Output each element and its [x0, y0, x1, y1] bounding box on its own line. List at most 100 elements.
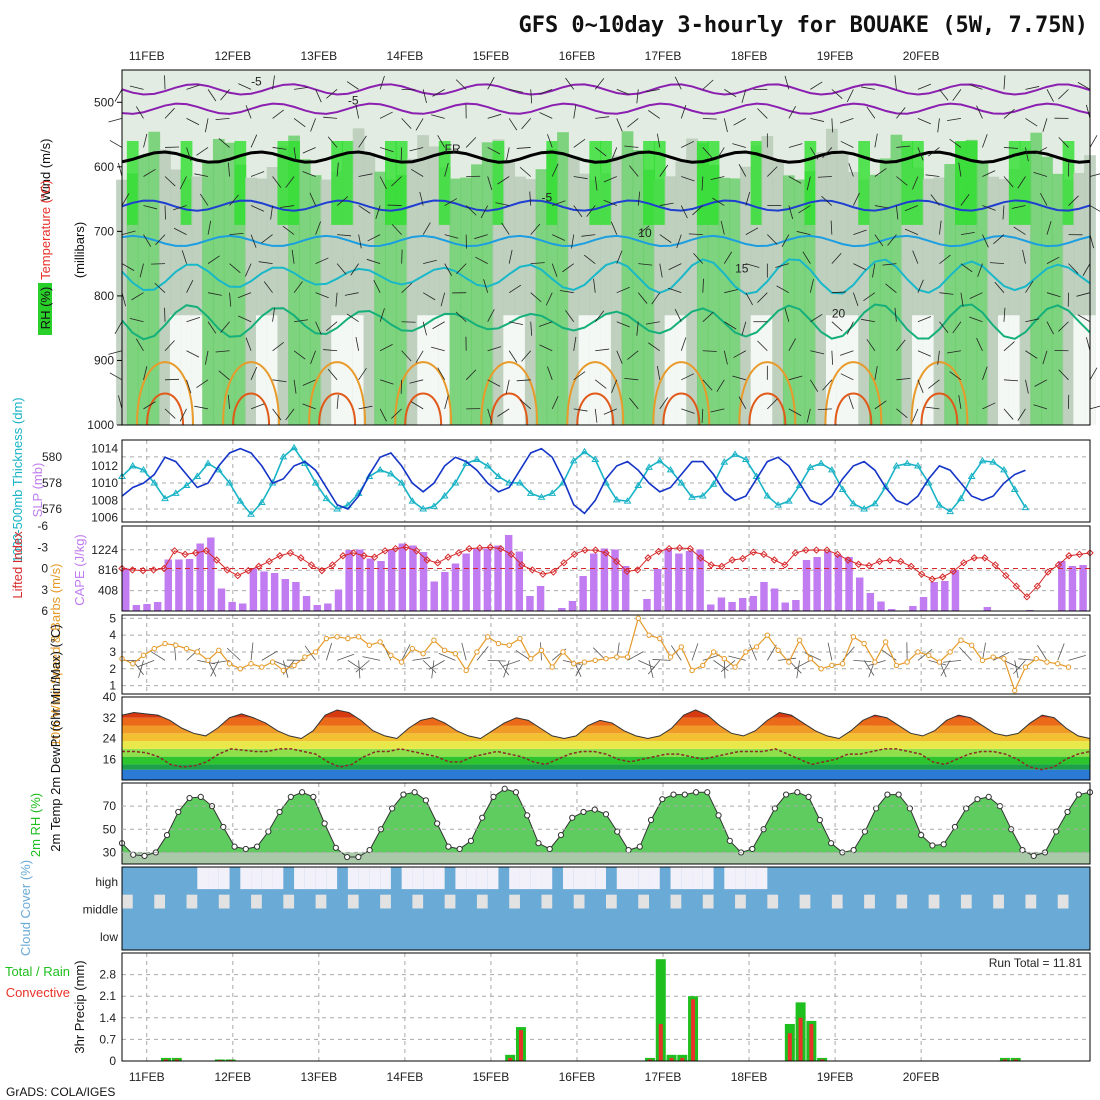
wind-barb	[680, 105, 687, 119]
wind-barb	[238, 83, 252, 90]
wind-barb	[505, 147, 510, 162]
isotherm-25-bulb	[394, 361, 453, 426]
thickness-point	[333, 505, 341, 512]
li-axis-label: Lifted Index	[10, 531, 25, 599]
thickness-point	[516, 478, 524, 486]
wind-barb	[594, 78, 605, 90]
rh-band	[718, 177, 731, 425]
precip-panel: 0 0.7 1.4 2.1 2.8 Run Total = 11.81 3hr Precip…	[5, 952, 1091, 1068]
wind-speed-point	[269, 659, 276, 665]
wind-barb	[586, 205, 596, 217]
wind-barb	[680, 205, 688, 219]
cape-bar	[919, 597, 928, 611]
rh-band	[912, 167, 924, 425]
wind-barb	[379, 111, 393, 119]
wind-barb	[853, 229, 867, 235]
cloud-middle-gap	[186, 894, 198, 909]
wind-barb	[810, 147, 819, 160]
li-point	[570, 550, 579, 559]
wind-barb	[302, 171, 316, 177]
surface-wind-barb	[647, 660, 661, 675]
wind-barb	[465, 205, 477, 216]
cape-bar	[409, 545, 417, 611]
wind-barb	[358, 234, 362, 249]
wind-barb	[207, 321, 217, 334]
rh-band	[804, 171, 817, 425]
cape-bar	[441, 572, 449, 611]
wind-barb	[788, 176, 802, 184]
wind-barb	[723, 350, 728, 365]
wind-barb	[636, 321, 639, 336]
rh-point	[501, 785, 508, 792]
wind-barb	[603, 176, 617, 183]
wind-barb	[874, 168, 887, 177]
isotherm-line	[121, 150, 1091, 164]
wind-barb	[293, 379, 297, 394]
wind-barb	[925, 406, 940, 410]
li-point	[1023, 593, 1031, 601]
thickness-point	[494, 472, 503, 479]
wind-barb	[896, 145, 911, 148]
slp-tick-label: 1008	[91, 493, 118, 507]
wind-barb	[263, 281, 273, 293]
wind-barb	[637, 191, 641, 206]
surface-wind-barb	[261, 650, 278, 661]
wind-barb	[638, 225, 650, 235]
pressure-tick-label: 1000	[87, 418, 114, 432]
wind-barb	[848, 163, 854, 177]
cape-bar	[951, 570, 960, 611]
cape-bar	[366, 558, 375, 611]
wind-speed-point	[936, 659, 943, 665]
rh-point	[636, 843, 643, 850]
bottom-date-label: 12FEB	[214, 1070, 251, 1084]
cape-bar	[398, 543, 407, 611]
cape-bar	[792, 600, 800, 611]
temp-tick-label: 16	[103, 752, 117, 766]
surface-wind-barb	[138, 660, 144, 678]
surface-wind-barb	[1018, 658, 1037, 661]
li-point	[181, 550, 189, 559]
cape-bar	[122, 568, 130, 611]
wind-barb	[367, 234, 381, 242]
rh-band-moist	[492, 141, 505, 225]
wind-barb	[993, 234, 1005, 245]
wind-barb	[431, 346, 445, 352]
surface-wind-barb	[1057, 643, 1065, 661]
wind-barb	[444, 234, 459, 239]
wind-barb	[861, 86, 875, 90]
wind-barb	[681, 408, 695, 414]
li-point	[938, 573, 947, 581]
wind-barb	[272, 307, 275, 322]
rh-band	[374, 171, 387, 425]
li-point	[770, 556, 779, 564]
cape-bar	[249, 568, 258, 611]
rh-band-dry	[600, 315, 612, 425]
bottom-date-label: 16FEB	[559, 1070, 596, 1084]
isotherm-30-bulb	[404, 392, 443, 426]
wind-barb	[551, 163, 559, 177]
surface-wind-barb	[720, 660, 736, 673]
wind-barb	[969, 84, 983, 90]
wind-barb	[164, 176, 176, 187]
wind-barb	[186, 84, 200, 90]
wind-speed-point	[151, 645, 157, 652]
temperature-legend-label: Temperature (°C)	[38, 180, 53, 280]
wind-barb	[293, 147, 297, 162]
bottom-date-label: 19FEB	[817, 1070, 854, 1084]
wind-barb	[822, 379, 833, 391]
cloud-high-gap	[412, 867, 424, 890]
wind-barb	[583, 254, 596, 264]
rh-band	[524, 179, 537, 425]
thickness-point	[871, 499, 879, 507]
li-point	[696, 554, 705, 562]
rh-band-moist	[804, 141, 817, 225]
rh-point	[400, 791, 407, 798]
rh-point	[918, 831, 925, 839]
wind-barb	[1058, 369, 1069, 381]
wind-barb	[547, 134, 553, 148]
wind-barb	[310, 350, 316, 364]
wind-barb	[444, 162, 449, 177]
chart-title: GFS 0~10day 3-hourly for BOUAKE (5W, 7.7…	[518, 13, 1088, 38]
temp-band	[122, 741, 1090, 749]
wind-barb	[179, 176, 187, 190]
